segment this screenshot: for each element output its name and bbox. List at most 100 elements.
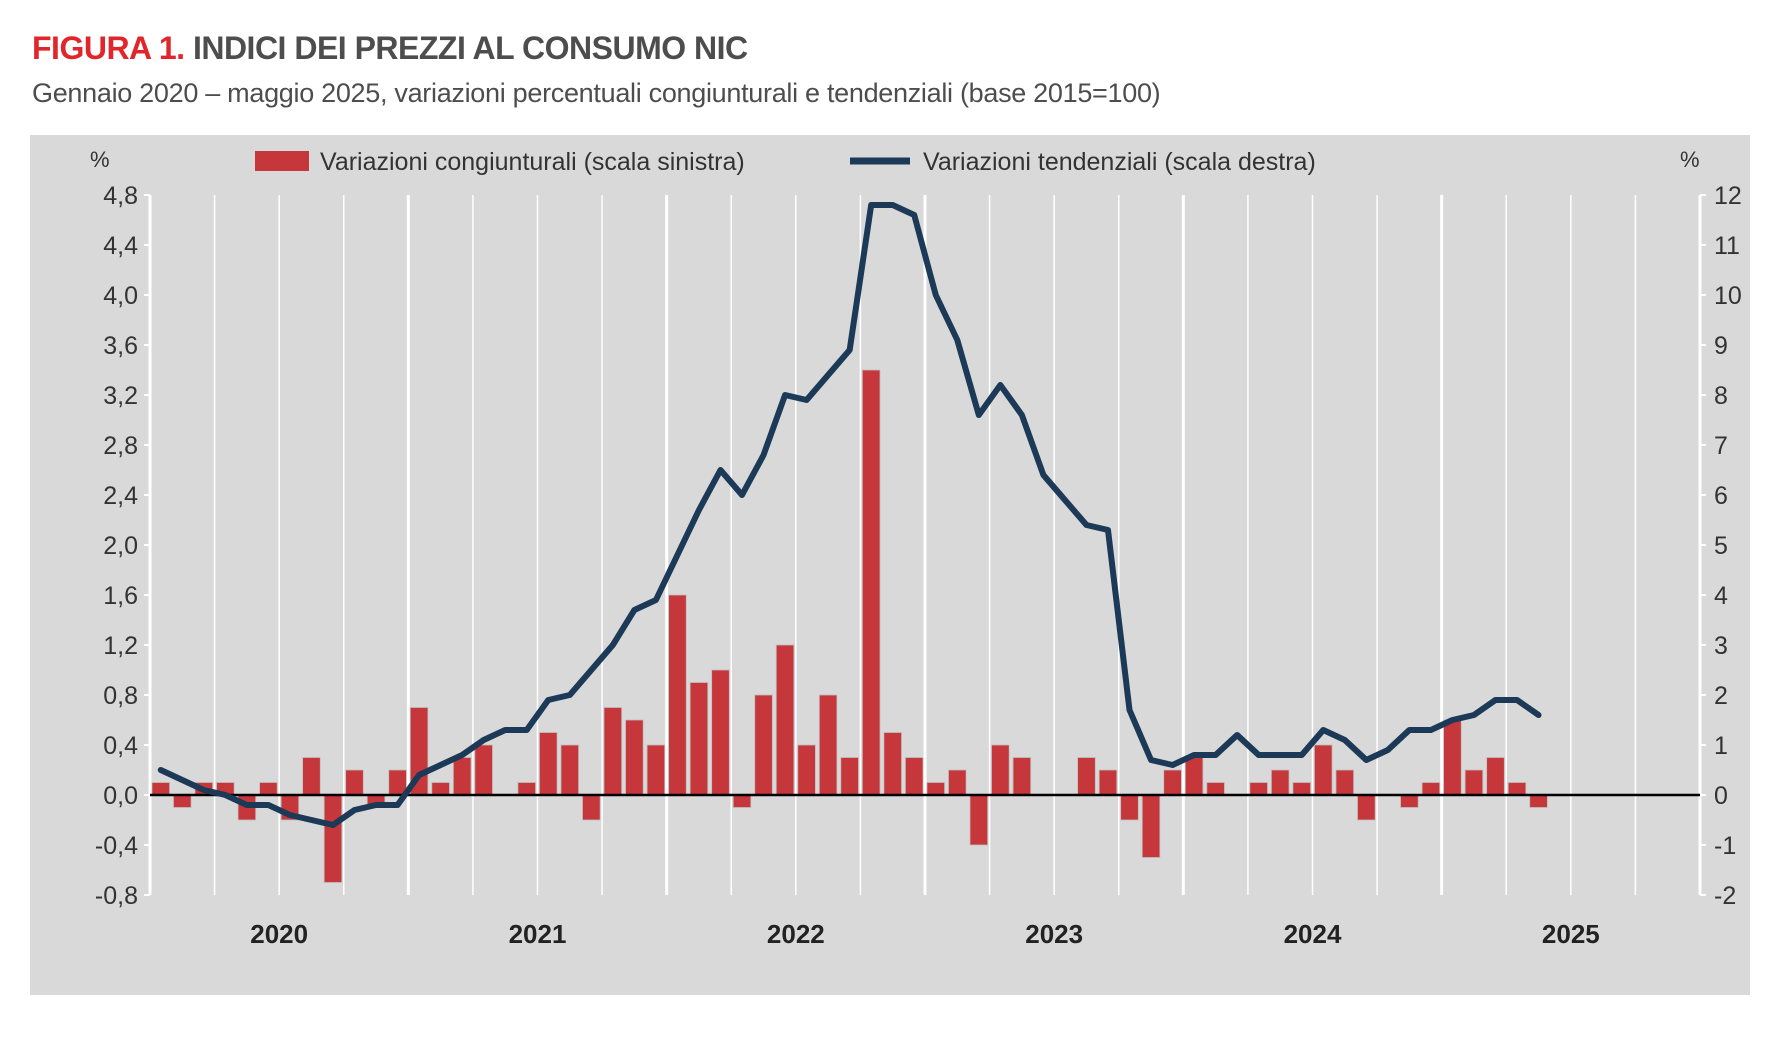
- left-tick-label: 4,0: [103, 282, 138, 310]
- bar: [1141, 794, 1161, 858]
- bar: [1163, 769, 1182, 796]
- bar: [732, 794, 752, 808]
- bar: [1184, 757, 1204, 796]
- right-tick-label: 5: [1714, 532, 1728, 560]
- line-tendenziali: [157, 202, 1542, 828]
- x-axis: 2020 2021 2022 2023 2024 2025: [250, 919, 1600, 949]
- right-tick-label: 8: [1714, 382, 1728, 410]
- bar: [345, 769, 364, 796]
- bar: [1292, 782, 1311, 796]
- bar: [1012, 757, 1032, 796]
- bar: [1529, 794, 1548, 808]
- bar: [948, 769, 967, 796]
- bar: [754, 694, 773, 796]
- legend-line-label: Variazioni tendenziali (scala destra): [923, 148, 1316, 176]
- bar: [797, 744, 816, 796]
- left-tick-label: -0,8: [95, 882, 138, 910]
- figure-label: FIGURA 1.: [32, 30, 185, 66]
- left-tick-label: 1,2: [103, 632, 138, 660]
- bar: [1486, 757, 1505, 796]
- year-label: 2023: [1025, 919, 1083, 949]
- legend: Variazioni congiunturali (scala sinistra…: [255, 148, 1316, 176]
- left-tick-label: 0,0: [103, 782, 138, 810]
- bar: [582, 794, 601, 821]
- bar: [905, 757, 924, 796]
- bar: [1464, 769, 1484, 796]
- right-tick-label: 1: [1714, 732, 1728, 760]
- right-tick-label: 6: [1714, 482, 1728, 510]
- bar: [1077, 757, 1096, 796]
- bar: [926, 782, 945, 796]
- left-tick-label: 3,6: [103, 332, 138, 360]
- right-tick-label: 2: [1714, 682, 1728, 710]
- bar: [689, 682, 709, 796]
- left-axis: 4,8 4,4 4,0 3,6 3,2 2,8 2,4 2,0 1,6 1,2 0,8 0,4 0,0 -…: [95, 182, 150, 910]
- left-tick-label: 2,8: [103, 432, 138, 460]
- bar: [818, 694, 838, 796]
- cpi-chart: 4,8 4,4 4,0 3,6 3,2 2,8 2,4 2,0 1,6 1,2 0,8 0,4 0,0 -…: [30, 135, 1750, 995]
- year-label: 2021: [509, 919, 567, 949]
- right-tick-label: 0: [1714, 782, 1728, 810]
- bar: [861, 369, 881, 796]
- bar: [668, 594, 687, 796]
- bar: [151, 782, 170, 796]
- legend-bar-swatch: [255, 151, 309, 171]
- bar-series: [151, 369, 1548, 883]
- right-tick-label: -1: [1714, 832, 1736, 860]
- left-tick-label: 2,0: [103, 532, 138, 560]
- bar: [259, 782, 278, 796]
- right-tick-label: 11: [1714, 232, 1740, 260]
- legend-bar-label: Variazioni congiunturali (scala sinistra…: [320, 148, 745, 176]
- right-tick-label: 3: [1714, 632, 1728, 660]
- bar: [883, 732, 902, 796]
- bar: [560, 744, 580, 796]
- bar: [1400, 794, 1419, 808]
- bar: [517, 782, 536, 796]
- bar: [840, 757, 859, 796]
- bar: [474, 744, 493, 796]
- bar: [323, 794, 343, 883]
- bar: [711, 669, 730, 796]
- bar: [646, 744, 666, 796]
- year-label: 2024: [1284, 919, 1342, 949]
- year-label: 2025: [1542, 919, 1600, 949]
- left-tick-label: 4,8: [103, 182, 138, 210]
- bar: [625, 719, 644, 796]
- figure-title-text: INDICI DEI PREZZI AL CONSUMO NIC: [192, 30, 748, 66]
- right-tick-label: 4: [1714, 582, 1728, 610]
- bar: [1335, 769, 1355, 796]
- bar: [1249, 782, 1268, 796]
- year-label: 2020: [250, 919, 308, 949]
- bar: [302, 757, 321, 796]
- left-tick-label: 2,4: [103, 482, 138, 510]
- bar: [969, 794, 989, 846]
- bar: [1421, 782, 1441, 796]
- bar: [539, 732, 558, 796]
- bar: [173, 794, 192, 808]
- right-tick-label: 9: [1714, 332, 1728, 360]
- left-tick-label: 3,2: [103, 382, 138, 410]
- bar: [431, 782, 450, 796]
- bar: [603, 707, 623, 796]
- bar: [1120, 794, 1139, 821]
- bar: [1443, 719, 1462, 796]
- right-tick-label: 12: [1714, 182, 1742, 210]
- left-tick-label: -0,4: [95, 832, 138, 860]
- bar: [775, 644, 795, 796]
- right-axis-unit: %: [1680, 147, 1700, 172]
- year-label: 2022: [767, 919, 825, 949]
- bar: [452, 757, 472, 796]
- bar: [1314, 744, 1333, 796]
- left-tick-label: 1,6: [103, 582, 138, 610]
- bar: [1206, 782, 1225, 796]
- bar: [1507, 782, 1527, 796]
- left-tick-label: 4,4: [103, 232, 138, 260]
- right-tick-label: 7: [1714, 432, 1728, 460]
- right-tick-label: 10: [1714, 282, 1742, 310]
- left-axis-unit: %: [90, 147, 110, 172]
- right-tick-label: -2: [1714, 882, 1736, 910]
- left-tick-label: 0,8: [103, 682, 138, 710]
- figure-subtitle: Gennaio 2020 – maggio 2025, variazioni p…: [32, 78, 1161, 108]
- figure-title: FIGURA 1. INDICI DEI PREZZI AL CONSUMO N…: [32, 30, 748, 67]
